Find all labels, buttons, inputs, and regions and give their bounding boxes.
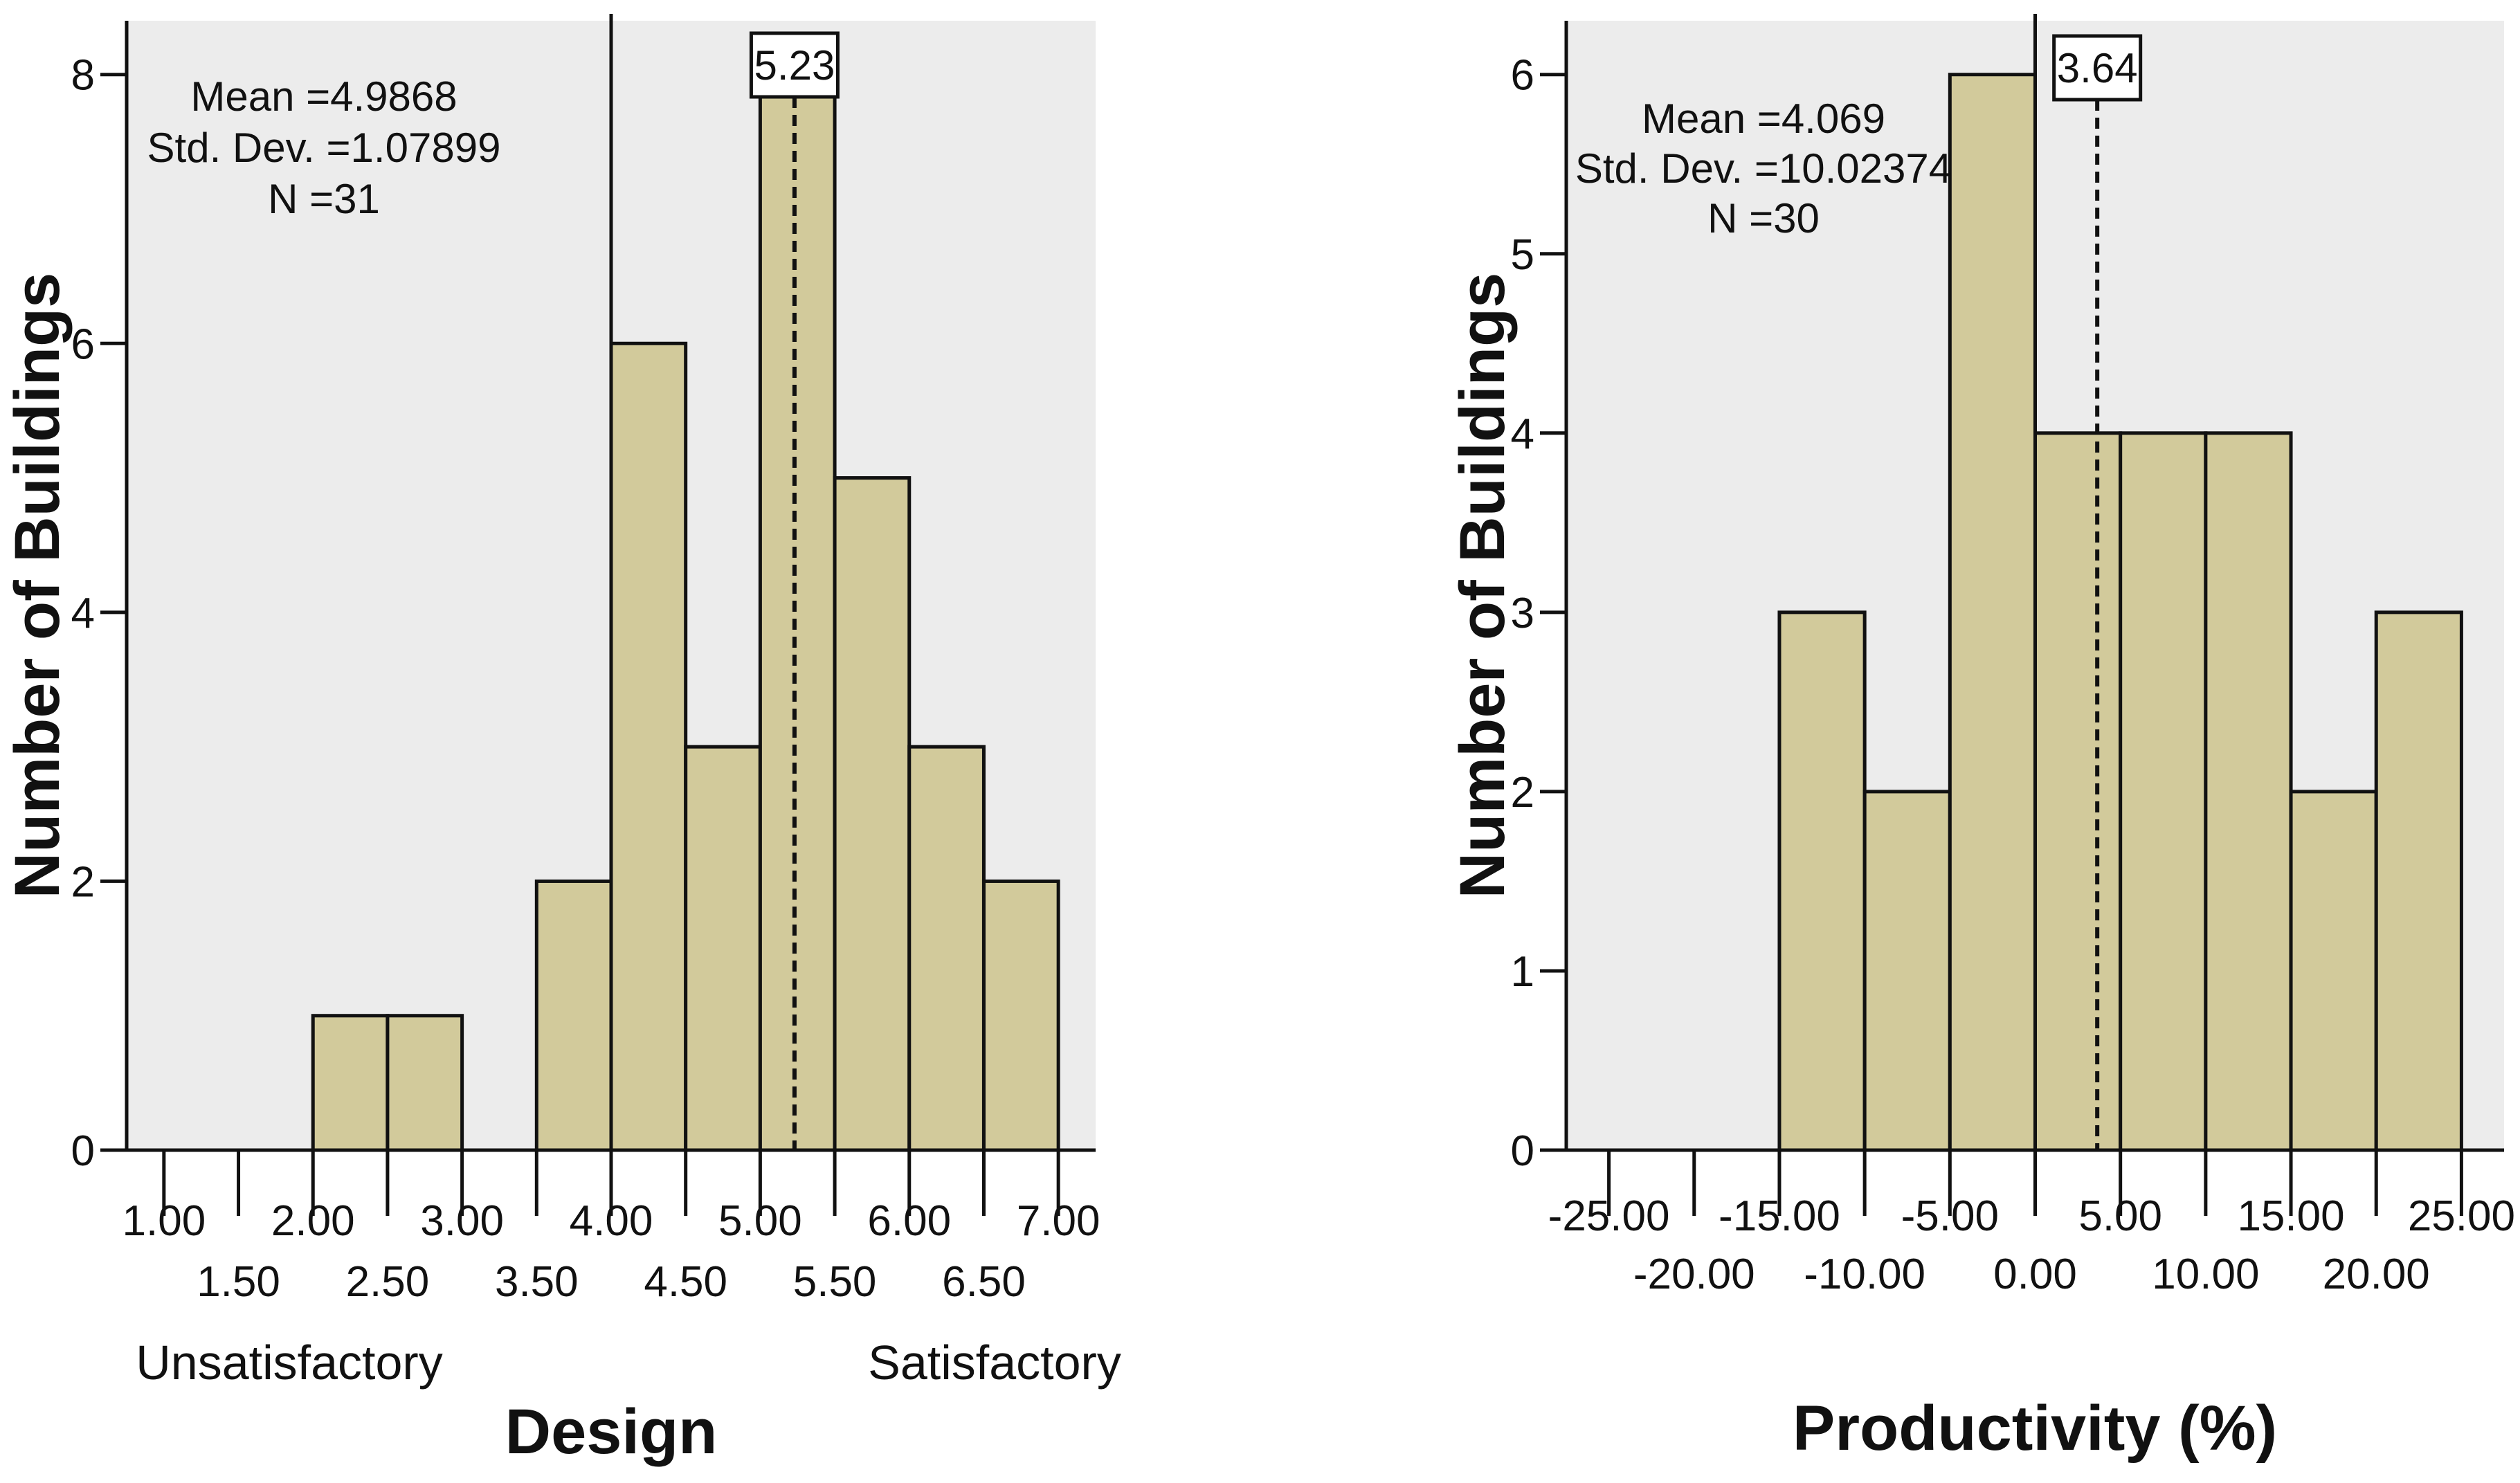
markers-design: 5.23 [609, 14, 840, 1150]
histogram-bar [2204, 431, 2293, 1152]
x-tick-label: -10.00 [1804, 1250, 1925, 1298]
stat-mean: Mean =4.9868 [190, 73, 457, 120]
histogram-productivity: 3.64 0 1 2 3 4 5 6 -25.00 -15.00 -5.00 5.00 15.00 25… [1447, 14, 2515, 1464]
x-tick-label: 1.00 [123, 1197, 206, 1245]
anchor-label-satisfactory: Satisfactory [868, 1336, 1121, 1390]
x-tick-label: -5.00 [1901, 1192, 1999, 1240]
y-tick-label: 2 [71, 858, 95, 906]
stats-design: Mean =4.9868 Std. Dev. =1.07899 N =31 [147, 73, 501, 222]
histogram-bar [758, 73, 837, 1152]
x-tick-label: 5.00 [2078, 1192, 2162, 1240]
x-tick-label: 1.50 [197, 1258, 280, 1306]
x-tick-label: 20.00 [2323, 1250, 2430, 1298]
histogram-bar [311, 1014, 390, 1152]
histogram-bar [1948, 73, 2037, 1152]
y-tick-label: 0 [71, 1127, 95, 1175]
histogram-bar [2374, 610, 2463, 1152]
x-tick-label: 15.00 [2237, 1192, 2344, 1240]
ticks-productivity: 0 1 2 3 4 5 6 -25.00 -15.00 -5.00 5.00 15.00 25.00 -2… [1511, 52, 2515, 1298]
histogram-bar [534, 879, 613, 1152]
histogram-bar [386, 1014, 464, 1152]
x-tick-label: 25.00 [2408, 1192, 2515, 1240]
x-tick-label: -20.00 [1633, 1250, 1755, 1298]
x-tick-label: 10.00 [2152, 1250, 2259, 1298]
bars-design [311, 73, 1060, 1152]
histogram-design: 5.23 0 2 4 6 8 1.00 2.00 3.00 4.00 5.00 6.00 7.00 1.… [2, 14, 1121, 1467]
x-tick-label: 2.50 [346, 1258, 430, 1306]
histogram-bar [833, 476, 912, 1152]
x-tick-label: -25.00 [1548, 1192, 1670, 1240]
y-tick-label: 1 [1511, 948, 1534, 996]
marker-label-box [2052, 34, 2143, 102]
y-tick-label: 2 [1511, 769, 1534, 817]
ticks-design: 0 2 4 6 8 1.00 2.00 3.00 4.00 5.00 6.00 7.00 1.50 2.5… [71, 52, 1100, 1306]
histogram-bar [2119, 431, 2208, 1152]
histogram-bar [1862, 790, 1952, 1152]
y-tick-label: 5 [1511, 231, 1534, 279]
x-tick-label: 5.50 [793, 1258, 877, 1306]
y-tick-label: 3 [1511, 590, 1534, 637]
x-tick-label: 4.50 [644, 1258, 727, 1306]
stat-std-dev: Std. Dev. =1.07899 [147, 125, 501, 171]
y-axis-title-productivity: Number of Buildings [1447, 273, 1518, 899]
histogram-bar [684, 745, 762, 1152]
y-tick-label: 0 [1511, 1127, 1534, 1175]
y-tick-label: 6 [71, 320, 95, 368]
y-tick-label: 6 [1511, 52, 1534, 100]
histogram-bar [1777, 610, 1867, 1152]
y-tick-label: 8 [71, 52, 95, 100]
marker-label: 5.23 [754, 42, 835, 89]
bars-productivity [1777, 73, 2463, 1152]
marker-label: 3.64 [2057, 45, 2138, 91]
x-axis-title-productivity: Productivity (%) [1793, 1393, 2277, 1464]
histogram-bar [981, 879, 1060, 1152]
x-tick-label: 3.00 [420, 1197, 504, 1245]
y-axis-title-design: Number of Buildings [2, 273, 73, 899]
x-tick-label: 0.00 [1993, 1250, 2077, 1298]
stats-productivity: Mean =4.069 Std. Dev. =10.02374 N =30 [1575, 95, 1952, 242]
stat-n: N =30 [1707, 195, 1820, 242]
x-tick-label: 6.50 [942, 1258, 1026, 1306]
x-axis-title-design: Design [505, 1396, 718, 1467]
histogram-bar [2033, 431, 2123, 1152]
marker-label-box [749, 31, 840, 99]
x-tick-label: 4.00 [570, 1197, 653, 1245]
x-tick-label: 2.00 [271, 1197, 355, 1245]
stat-std-dev: Std. Dev. =10.02374 [1575, 145, 1952, 192]
histogram-bar [907, 745, 986, 1152]
x-tick-label: -15.00 [1719, 1192, 1840, 1240]
x-tick-label: 6.00 [867, 1197, 951, 1245]
histogram-bar [2289, 790, 2378, 1152]
stat-n: N =31 [268, 176, 380, 222]
markers-productivity: 3.64 [2033, 14, 2143, 1150]
x-tick-label: 7.00 [1017, 1197, 1100, 1245]
x-tick-label: 5.00 [718, 1197, 802, 1245]
anchor-label-unsatisfactory: Unsatisfactory [136, 1336, 442, 1390]
histogram-bar [609, 341, 688, 1152]
stat-mean: Mean =4.069 [1642, 95, 1885, 142]
x-tick-label: 3.50 [495, 1258, 579, 1306]
y-tick-label: 4 [1511, 410, 1534, 458]
y-tick-label: 4 [71, 590, 95, 637]
